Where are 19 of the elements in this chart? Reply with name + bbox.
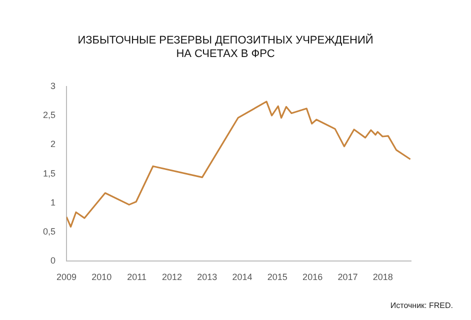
y-tick-label: 2 (50, 139, 56, 150)
x-tick-label: 2018 (372, 272, 393, 282)
y-tick-label: 1,5 (42, 168, 56, 178)
x-tick-label: 2017 (338, 272, 358, 282)
x-tick-label: 2016 (302, 272, 323, 282)
y-tick-label: 2,5 (42, 110, 56, 120)
chart-title: ИЗБЫТОЧНЫЕ РЕЗЕРВЫ ДЕПОЗИТНЫХ УЧРЕЖДЕНИЙ НА СЧЕТАХ В ФРС (78, 34, 374, 60)
y-tick-label: 3 (50, 80, 56, 91)
x-tick-label: 2012 (162, 272, 182, 282)
y-tick-label: 1 (50, 197, 56, 208)
y-tick-label: 0,5 (42, 226, 56, 237)
x-tick-label: 2013 (197, 272, 218, 282)
x-tick-label: 2009 (56, 272, 77, 282)
x-tick-label: 2011 (127, 272, 146, 282)
x-tick-label: 2010 (92, 272, 112, 282)
x-tick-label: 2015 (267, 272, 288, 282)
x-tick-label: 2014 (232, 272, 252, 282)
text: Источник: FRED. (390, 301, 453, 310)
y-tick-label: 0 (50, 256, 56, 266)
